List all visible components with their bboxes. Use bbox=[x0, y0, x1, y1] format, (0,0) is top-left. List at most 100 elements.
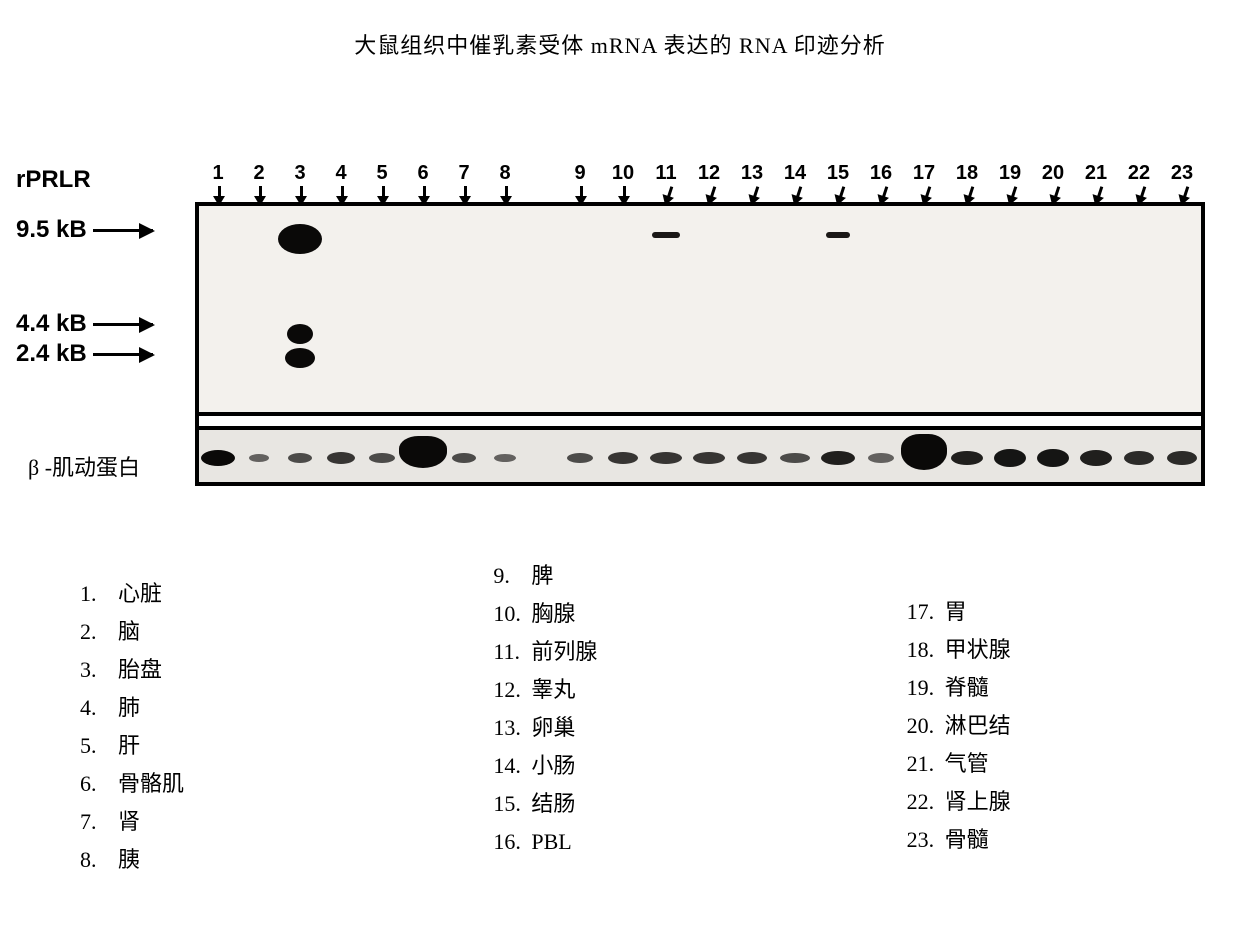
legend-item-number: 5. bbox=[80, 727, 118, 765]
size-marker: 9.5 kB bbox=[16, 216, 153, 244]
legend-item: 17.胃 bbox=[907, 593, 1240, 631]
legend-item-number: 17. bbox=[907, 593, 945, 631]
legend-item-label: 脑 bbox=[118, 619, 140, 644]
legend-item: 20.淋巴结 bbox=[907, 707, 1240, 745]
legend-item-number: 3. bbox=[80, 651, 118, 689]
actin-band bbox=[608, 452, 638, 464]
legend-item: 7.肾 bbox=[80, 803, 413, 841]
lane-number: 6 bbox=[409, 162, 437, 185]
legend-item-number: 13. bbox=[493, 709, 531, 747]
legend-item: 22.肾上腺 bbox=[907, 783, 1240, 821]
legend-item: 8.胰 bbox=[80, 841, 413, 879]
legend-item-label: 脊髓 bbox=[945, 675, 989, 700]
arrow-right-icon bbox=[93, 353, 153, 356]
arrow-down-icon bbox=[341, 186, 344, 200]
legend-item-number: 6. bbox=[80, 765, 118, 803]
legend-item-number: 21. bbox=[907, 745, 945, 783]
legend-item-number: 1. bbox=[80, 575, 118, 613]
size-marker: 2.4 kB bbox=[16, 340, 153, 368]
legend-item: 3.胎盘 bbox=[80, 651, 413, 689]
legend-item-number: 19. bbox=[907, 669, 945, 707]
lane-number: 13 bbox=[738, 162, 766, 185]
arrow-down-icon bbox=[666, 186, 673, 200]
legend-item-number: 7. bbox=[80, 803, 118, 841]
legend-column: 17.胃18.甲状腺19.脊髓20.淋巴结21.气管22.肾上腺23.骨髓 bbox=[827, 593, 1240, 879]
actin-band bbox=[1037, 449, 1069, 467]
figure-title: 大鼠组织中催乳素受体 mRNA 表达的 RNA 印迹分析 bbox=[0, 0, 1240, 60]
arrow-down-icon bbox=[1010, 186, 1017, 200]
legend-item: 16.PBL bbox=[493, 823, 826, 861]
actin-band bbox=[1167, 451, 1197, 465]
legend-item-number: 9. bbox=[493, 557, 531, 595]
legend-item-label: 脾 bbox=[531, 563, 553, 588]
arrow-down-icon bbox=[580, 186, 583, 200]
legend-item: 4.肺 bbox=[80, 689, 413, 727]
actin-panel bbox=[199, 426, 1201, 482]
legend-item: 6.骨骼肌 bbox=[80, 765, 413, 803]
lane-number: 22 bbox=[1125, 162, 1153, 185]
arrow-right-icon bbox=[93, 323, 153, 326]
legend-item-label: 甲状腺 bbox=[945, 637, 1011, 662]
lane-number: 16 bbox=[867, 162, 895, 185]
legend-item: 10.胸腺 bbox=[493, 595, 826, 633]
legend-item-label: 胎盘 bbox=[118, 657, 162, 682]
arrow-right-icon bbox=[93, 229, 153, 232]
arrow-down-icon bbox=[382, 186, 385, 200]
arrow-down-icon bbox=[967, 186, 974, 200]
rprlr-panel bbox=[199, 206, 1201, 416]
actin-band bbox=[868, 453, 894, 463]
arrow-down-icon bbox=[623, 186, 626, 200]
lane-number: 8 bbox=[491, 162, 519, 185]
legend-item-label: 气管 bbox=[945, 751, 989, 776]
legend-item: 11.前列腺 bbox=[493, 633, 826, 671]
size-marker: 4.4 kB bbox=[16, 310, 153, 338]
lane-number: 20 bbox=[1039, 162, 1067, 185]
legend-item-label: 结肠 bbox=[531, 791, 575, 816]
legend-item-label: 心脏 bbox=[118, 581, 162, 606]
lane-number: 19 bbox=[996, 162, 1024, 185]
lane-legend: 1.心脏2.脑3.胎盘4.肺5.肝6.骨骼肌7.肾8.胰9.脾10.胸腺11.前… bbox=[0, 575, 1240, 879]
actin-band bbox=[399, 436, 447, 468]
lane-number: 3 bbox=[286, 162, 314, 185]
actin-band bbox=[494, 454, 516, 462]
legend-item: 18.甲状腺 bbox=[907, 631, 1240, 669]
arrow-down-icon bbox=[1053, 186, 1060, 200]
legend-item-label: 肝 bbox=[118, 733, 140, 758]
lane-number: 9 bbox=[566, 162, 594, 185]
lane-number: 12 bbox=[695, 162, 723, 185]
actin-band bbox=[567, 453, 593, 463]
actin-band bbox=[1124, 451, 1154, 465]
lane-number: 2 bbox=[245, 162, 273, 185]
legend-item: 1.心脏 bbox=[80, 575, 413, 613]
legend-item-number: 18. bbox=[907, 631, 945, 669]
lane-number: 15 bbox=[824, 162, 852, 185]
actin-band bbox=[780, 453, 810, 463]
actin-band bbox=[1080, 450, 1112, 466]
blot-band bbox=[285, 348, 315, 368]
actin-band bbox=[369, 453, 395, 463]
size-marker-label: 4.4 kB bbox=[16, 310, 87, 338]
legend-item-number: 11. bbox=[493, 633, 531, 671]
lane-number: 1 bbox=[204, 162, 232, 185]
actin-band bbox=[737, 452, 767, 464]
legend-item-label: 肾上腺 bbox=[945, 789, 1011, 814]
arrow-down-icon bbox=[752, 186, 759, 200]
actin-band bbox=[201, 450, 235, 466]
lane-number: 4 bbox=[327, 162, 355, 185]
legend-item-number: 14. bbox=[493, 747, 531, 785]
arrow-down-icon bbox=[423, 186, 426, 200]
legend-item-label: 胃 bbox=[945, 599, 967, 624]
lane-number: 23 bbox=[1168, 162, 1196, 185]
actin-band bbox=[650, 452, 682, 464]
arrow-down-icon bbox=[1096, 186, 1103, 200]
arrow-down-icon bbox=[505, 186, 508, 200]
arrow-down-icon bbox=[300, 186, 303, 200]
blot-band bbox=[278, 224, 322, 254]
lane-number: 11 bbox=[652, 162, 680, 185]
legend-item-label: 前列腺 bbox=[531, 639, 597, 664]
arrow-down-icon bbox=[218, 186, 221, 200]
blot-box bbox=[195, 202, 1205, 486]
lane-number: 17 bbox=[910, 162, 938, 185]
actin-band bbox=[821, 451, 855, 465]
size-marker-label: 2.4 kB bbox=[16, 340, 87, 368]
